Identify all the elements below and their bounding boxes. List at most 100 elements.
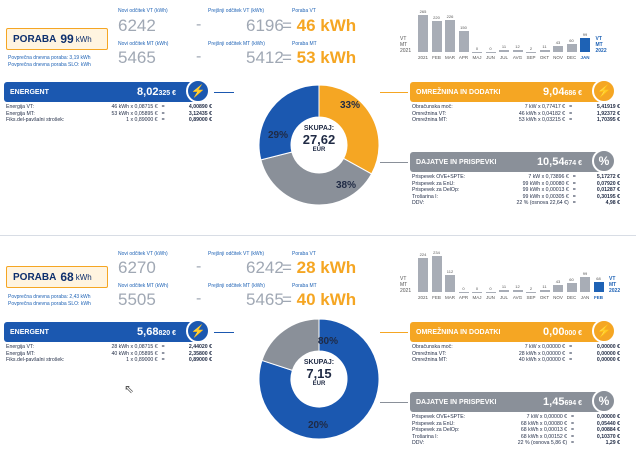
cell-amount: 0,00884 € <box>596 427 620 434</box>
legend-item: MT <box>400 282 408 288</box>
omreznina-header: OMREŽNINA IN DODATKI 0,00000 € ⚡ <box>410 319 616 343</box>
legend-prev-year: VT MT 2021 <box>400 36 411 54</box>
cell-calc: 40 kWh x 0,00000 € <box>518 357 566 364</box>
prev-vt-label: Prejšnji odčitek VT (kWh) <box>208 8 265 14</box>
usage-bar <box>512 290 523 292</box>
monthly-usage-chart: VT MT 2021 VT MT 2022 265 2021 220 FEB 226 MAR 150 AP… <box>400 6 628 64</box>
month-label: APR <box>458 295 469 300</box>
cell-label: Fiks.del-pavšalni strošek: <box>6 117 65 124</box>
cell-eq: = <box>161 357 165 364</box>
usage-bar <box>499 50 509 52</box>
month-label: OKT <box>539 295 550 300</box>
month-label: JAN <box>580 55 590 60</box>
cell-calc: 46 kWh x 0,04182 € <box>518 110 566 117</box>
cell-eq: = <box>571 427 575 434</box>
table-row: Obračunska moč: 7 kW x 0,77417 € = 5,41919 … <box>410 104 622 111</box>
daily-usage-line: Povprečna dnevna poraba: 2,43 kWh <box>8 294 91 300</box>
legend-current-year: VT MT 2022 <box>609 276 620 294</box>
vt-usage: = 28 kWh <box>282 258 357 277</box>
cell-label: Trošarina I: <box>412 433 439 440</box>
cell-amount: 0,05440 € <box>596 420 620 427</box>
cell-eq: = <box>569 344 573 351</box>
table-row: Prispevek za DelOp: 99 kWh x 0,00013 € = 0,… <box>410 187 622 194</box>
cell-label: Omrežnina MT: <box>412 117 448 124</box>
usage-bar <box>593 281 604 292</box>
cell-amount: 0,07920 € <box>596 180 620 187</box>
bar-value-label: 150 <box>460 24 467 30</box>
cell-label: Prispevek OVE+SPTE: <box>412 414 466 421</box>
omreznina-table: Obračunska moč: 7 kW x 0,00000 € = 0,00000 … <box>410 344 622 364</box>
bill-section-1: PORABA 99 kWh Povprečna dnevna poraba: 3… <box>4 6 628 207</box>
poraba-label: PORABA <box>13 271 57 283</box>
cell-eq: = <box>571 433 575 440</box>
cell-calc: 22 % (osnova 22,64 €) <box>516 200 569 207</box>
table-row: Prispevek za EnU: 68 kWh x 0,00080 € = 0,05… <box>410 421 622 428</box>
bar-value-label: 60 <box>569 276 574 282</box>
cell-label: Prispevek za EnU: <box>412 420 455 427</box>
vt-prev-reading: 6196 <box>246 16 284 35</box>
cell-calc: 28 kWh x 0,08715 € <box>111 344 158 351</box>
donut-center: SKUPAJ: 7,15 EUR <box>289 359 349 387</box>
vt-prev-reading: 6242 <box>246 258 284 277</box>
minus-sign: - <box>196 16 202 33</box>
bar-value-label: 2 <box>529 285 533 291</box>
new-vt-label: Novi odčitek VT (kWh) <box>118 251 168 257</box>
cell-label: Prispevek za EnU: <box>412 180 455 187</box>
bar-value-label: 265 <box>419 8 427 14</box>
donut-center: SKUPAJ: 27,62 EUR <box>289 125 349 153</box>
cell-eq: = <box>572 187 576 194</box>
usage-bar <box>472 291 482 292</box>
legend-item: 2021 <box>400 48 412 54</box>
prev-mt-label: Prejšnji odčitek MT (kWh) <box>208 41 265 47</box>
legend-item: MT <box>609 282 617 288</box>
cell-label: Energija VT: <box>6 104 34 111</box>
bar-value-label: 11 <box>542 284 547 290</box>
usage-bar <box>580 38 590 52</box>
omreznina-total-small: 000 € <box>564 330 582 337</box>
minus-sign: - <box>196 258 202 275</box>
cell-eq: = <box>161 117 165 124</box>
daily-usage-line: Povprečna dnevna poraba: 3,19 kWh <box>8 55 91 61</box>
usage-bar <box>431 21 442 52</box>
legend-item: VT <box>595 36 602 42</box>
cell-amount: 1,29 € <box>605 440 620 447</box>
connector-line <box>214 92 234 93</box>
prev-mt-label: Prejšnji odčitek MT (kWh) <box>208 283 265 289</box>
bar-value-label: 0 <box>475 285 479 291</box>
new-vt-label: Novi odčitek VT (kWh) <box>118 8 168 14</box>
power-tower-icon: ⚡ <box>592 319 616 343</box>
cell-amount: 0,89000 € <box>188 117 212 124</box>
cell-label: DDV: <box>412 200 425 207</box>
cell-calc: 68 kWh x 0,00080 € <box>520 420 568 427</box>
percent-icon: % <box>592 389 616 413</box>
donut-total-unit: EUR <box>312 147 326 153</box>
month-label: MAJ <box>472 295 482 300</box>
bar-value-label: 0 <box>475 45 479 51</box>
usage-bar <box>445 20 455 52</box>
donut-total-label: SKUPAJ: <box>303 359 335 366</box>
cell-label: Energija VT: <box>6 344 34 351</box>
cell-amount: 5,17272 € <box>596 174 620 181</box>
vt-new-reading: 6270 <box>118 258 156 277</box>
month-label: OKT <box>539 55 550 60</box>
usage-bar <box>418 257 428 292</box>
table-row: Energija MT: 53 kWh x 0,05895 € = 3,12435 € <box>4 111 214 118</box>
cell-eq: = <box>569 350 573 357</box>
table-row: Omrežnina VT: 46 kWh x 0,04182 € = 1,92372 … <box>410 111 622 118</box>
pct-label-dajatve: 38% <box>336 180 357 191</box>
cell-label: Trošarina I: <box>412 193 439 200</box>
cell-amount: 0,00000 € <box>596 414 620 421</box>
cell-calc: 99 kWh x 0,00013 € <box>522 187 569 194</box>
dajatve-total: 1,45694 € <box>543 396 582 408</box>
connector-line <box>380 402 408 403</box>
bar-value-label: 0 <box>462 285 465 291</box>
month-label: MAR <box>445 295 455 300</box>
bar-value-label: 11 <box>501 284 507 290</box>
cell-amount: 0,00000 € <box>596 344 620 351</box>
dajatve-total-main: 10,54 <box>536 156 565 168</box>
table-row: Prispevek OVE+SPTE: 7 kW x 0,00000 € = 0,00… <box>410 414 622 421</box>
mt-usage-value: 53 kWh <box>296 48 357 67</box>
legend-item: 2021 <box>400 288 412 294</box>
usage-bar <box>485 291 496 292</box>
month-label: AVG <box>512 55 523 60</box>
